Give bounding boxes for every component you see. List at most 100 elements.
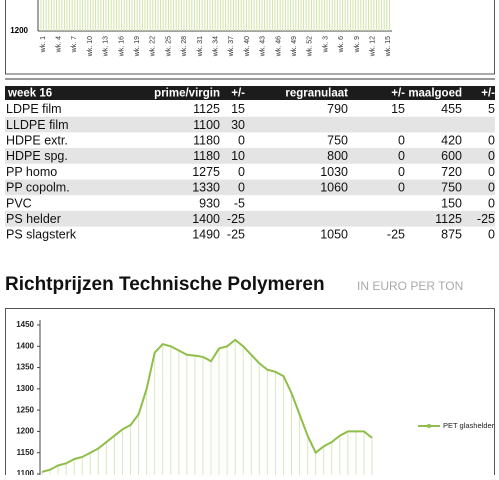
table-cell: 750 — [327, 134, 348, 148]
table-row-bg — [5, 210, 495, 227]
x-tick-label: wk. 1 — [40, 36, 47, 53]
table-cell: 720 — [441, 165, 462, 179]
table-cell: LLDPE film — [6, 118, 69, 132]
x-tick-label: wk. 12 — [370, 36, 377, 57]
x-tick-label: wk. 16 — [118, 36, 125, 57]
x-tick-label: wk. 31 — [197, 36, 204, 57]
x-tick-label: wk. 10 — [87, 36, 94, 57]
bottom-chart-frame — [5, 308, 495, 480]
heading-title: Richtprijzen Technische Polymeren — [5, 274, 325, 295]
table-cell: 0 — [488, 134, 495, 148]
x-tick-label: wk. 7 — [71, 36, 78, 53]
table-cell: 1100 — [193, 118, 220, 132]
table-cell: -5 — [234, 196, 245, 210]
table-cell: 930 — [199, 196, 220, 210]
x-tick-label: wk. 6 — [338, 36, 345, 53]
table-cell: PP homo — [6, 165, 57, 179]
table-cell: 0 — [398, 181, 405, 195]
y-tick-label: 1300 — [16, 384, 34, 393]
x-tick-label: wk. 25 — [165, 36, 172, 57]
x-tick-label: wk. 3 — [322, 36, 329, 53]
table-header-cell: prime/virgin — [154, 88, 220, 100]
x-tick-label: wk. 52 — [307, 36, 314, 57]
table-cell: 1180 — [193, 149, 220, 163]
table-cell: -25 — [387, 228, 405, 242]
table-cell: 0 — [398, 165, 405, 179]
table-cell: 30 — [231, 118, 245, 132]
table-cell: 800 — [327, 149, 348, 163]
table-cell: 1330 — [192, 181, 220, 195]
y-tick-label: 1100 — [17, 469, 35, 475]
top-chart-frame — [5, 0, 495, 75]
x-tick-label: wk. 19 — [134, 36, 141, 57]
x-tick-label: wk. 37 — [228, 36, 235, 57]
table-cell: 5 — [488, 102, 495, 116]
table-cell: LDPE film — [6, 102, 62, 116]
table-cell: HDPE extr. — [6, 134, 68, 148]
x-tick-label: wk. 49 — [291, 36, 298, 57]
table-cell: 875 — [441, 228, 462, 242]
table-cell: -25 — [477, 212, 495, 226]
table-cell: HDPE spg. — [6, 149, 68, 163]
table-cell: 0 — [238, 181, 245, 195]
y-tick-label: 1250 — [16, 405, 34, 414]
table-cell: 455 — [441, 102, 462, 116]
table-cell: 1125 — [193, 102, 220, 116]
table-cell: 600 — [441, 149, 462, 163]
table-cell: 1125 — [435, 212, 462, 226]
y-tick-label: 1350 — [16, 363, 34, 372]
table-cell: 1180 — [193, 134, 220, 148]
x-tick-label: wk. 22 — [150, 36, 157, 57]
table-cell: 150 — [441, 196, 462, 210]
table-cell: -25 — [227, 212, 245, 226]
x-tick-label: wk. 40 — [244, 36, 251, 57]
table-cell: PS slagsterk — [6, 228, 77, 242]
table-cell: 10 — [231, 149, 245, 163]
y-tick-label: 1400 — [16, 341, 34, 350]
table-header-cell: maalgoed — [408, 88, 462, 100]
table-cell: PVC — [6, 196, 32, 210]
table-header-cell: week 16 — [7, 88, 52, 100]
x-tick-label: wk. 13 — [103, 36, 110, 57]
table-cell: 0 — [398, 134, 405, 148]
y-tick-label: 1150 — [17, 448, 35, 457]
series-line — [41, 338, 373, 473]
heading-subtitle: IN EURO PER TON — [357, 279, 463, 293]
table-cell: 1060 — [320, 181, 348, 195]
table-cell: 15 — [231, 102, 245, 116]
legend-marker — [427, 424, 431, 428]
table-cell: 15 — [391, 102, 405, 116]
y-tick-label: 1200 — [16, 427, 34, 436]
x-tick-label: wk. 4 — [56, 36, 63, 53]
table-header-cell: +/- — [391, 88, 405, 100]
table-cell: 420 — [441, 134, 462, 148]
x-tick-label: wk. 34 — [213, 36, 220, 57]
table-row-bg — [5, 179, 495, 196]
x-tick-label: wk. 15 — [385, 36, 392, 57]
y-tick-label: 1200 — [10, 26, 28, 35]
table-cell: PP copolm. — [6, 181, 70, 195]
table-cell: 1490 — [192, 228, 220, 242]
table-cell: 0 — [488, 165, 495, 179]
table-cell: 1050 — [320, 228, 348, 242]
table-cell: PS helder — [6, 212, 61, 226]
table-cell: 0 — [398, 149, 405, 163]
legend-label: PET glashelder — [443, 421, 495, 430]
table-cell: 1275 — [192, 165, 220, 179]
y-tick-label: 1450 — [16, 320, 34, 329]
table-cell: 1400 — [192, 212, 220, 226]
table-cell: 0 — [238, 134, 245, 148]
table-row-bg — [5, 148, 495, 164]
table-cell: 0 — [488, 149, 495, 163]
x-tick-label: wk. 9 — [354, 36, 361, 53]
table-cell: -25 — [227, 228, 245, 242]
table-cell: 1030 — [320, 165, 348, 179]
table-cell: 0 — [488, 181, 495, 195]
table-cell: 750 — [441, 181, 462, 195]
table-cell: 790 — [327, 102, 348, 116]
x-tick-label: wk. 28 — [181, 36, 188, 57]
table-header-cell: +/- — [231, 88, 245, 100]
table-row-bg — [5, 116, 495, 133]
